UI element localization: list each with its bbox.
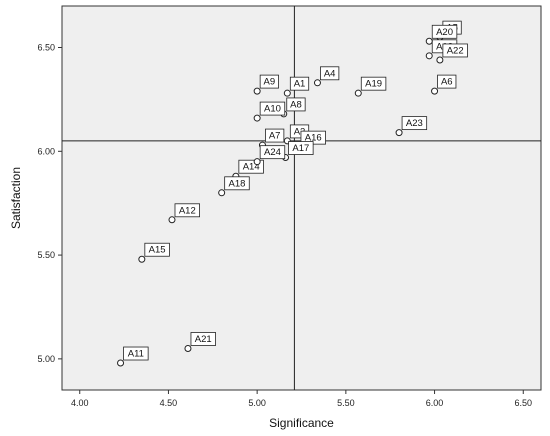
data-label: A10 [264,104,281,115]
data-point [283,89,291,97]
data-points: A1A2A4A5A6A7A8A9A10A11A12A13A14A15A16A17… [117,20,468,367]
data-point [425,52,433,60]
data-label: A16 [305,133,322,144]
data-label: A12 [179,205,196,216]
data-label: A8 [290,99,302,110]
data-point [138,255,146,263]
data-label-box [144,242,170,257]
data-label: A15 [149,245,166,256]
y-tick-label: 5.50 [37,250,55,260]
data-point [431,87,439,95]
data-label: A17 [292,143,309,154]
data-label-box [401,116,428,131]
y-tick-label: 6.00 [37,146,55,156]
data-label-box [442,43,468,58]
plot-area [61,5,542,391]
data-label-box [174,203,200,218]
data-label-box [224,176,250,191]
data-label-box [288,141,314,155]
data-label: A22 [447,45,464,56]
data-label-box [265,128,285,143]
y-axis: 5.00 5.50 6.00 6.50 [37,43,62,364]
data-label: A6 [441,77,453,88]
data-point [184,344,192,352]
y-tick-label: 6.50 [37,43,55,53]
x-axis-title: Significance [269,416,334,430]
data-label: A19 [365,79,382,90]
x-tick-label: 4.50 [160,398,178,408]
data-point [218,189,226,197]
data-label: A9 [264,77,276,88]
x-tick-label: 5.00 [248,398,266,408]
data-label: A4 [324,68,336,79]
data-point [354,89,362,97]
data-point [436,56,444,64]
data-point [253,158,261,166]
data-label: A20 [436,27,453,38]
data-label: A23 [406,118,423,129]
data-label: A2 [294,126,306,137]
data-point [313,79,321,87]
data-point [168,216,176,224]
data-point [117,359,125,367]
data-label-box [259,74,279,89]
data-label: A18 [229,178,246,189]
data-label: A1 [294,79,306,90]
data-label-box [259,101,286,116]
data-label-box [320,66,340,81]
y-axis-title: Satisfaction [9,167,23,229]
data-label-box [286,97,306,112]
data-label-box [190,332,216,346]
data-label: A14 [243,162,260,173]
data-label-box [289,76,310,91]
data-point [425,37,433,45]
data-label: A11 [128,349,144,360]
x-axis: 4.00 4.50 5.00 5.50 6.00 6.50 [71,390,532,408]
data-label-box [123,346,149,361]
y-tick-label: 5.00 [37,354,55,364]
x-tick-label: 4.00 [71,398,89,408]
data-point [253,114,261,122]
data-label: A24 [264,147,281,158]
x-tick-label: 6.50 [514,398,532,408]
data-point [253,87,261,95]
data-label-box [259,145,286,160]
x-tick-label: 6.00 [426,398,444,408]
data-label-box [360,76,387,91]
data-label-box [431,24,458,39]
x-tick-label: 5.50 [337,398,355,408]
data-point [395,129,403,137]
data-label-box [437,74,457,89]
data-label: A21 [195,334,212,345]
data-label: A7 [269,131,281,142]
